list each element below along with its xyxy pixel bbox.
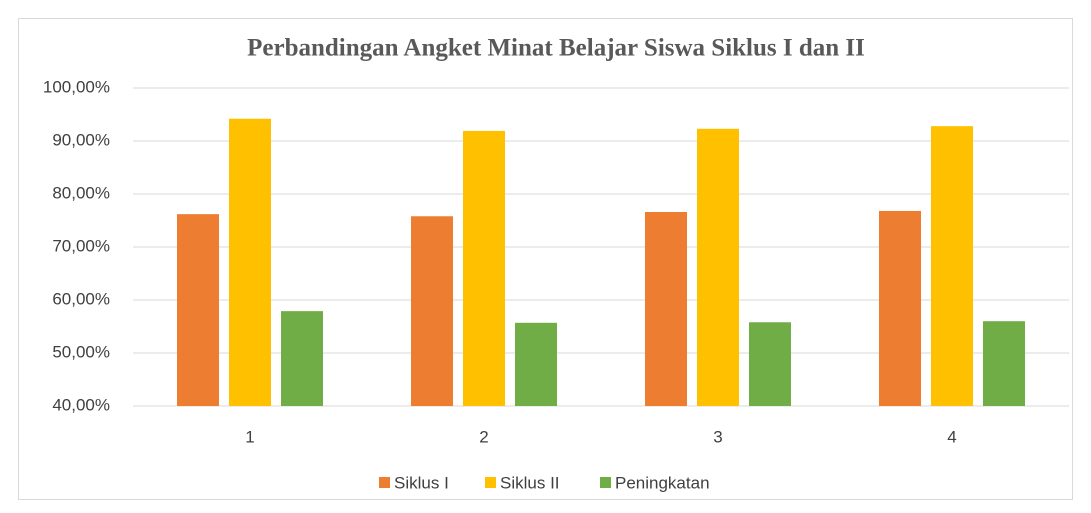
bar (281, 311, 323, 406)
legend-label: Siklus II (500, 473, 560, 492)
legend-swatch (600, 477, 611, 488)
bar (463, 130, 505, 406)
bar (983, 321, 1025, 406)
y-tick-label: 50,00% (52, 342, 110, 361)
x-tick-label: 4 (947, 427, 956, 446)
x-tick-label: 1 (245, 427, 254, 446)
legend-swatch (485, 477, 496, 488)
chart-title: Perbandingan Angket Minat Belajar Siswa … (247, 35, 865, 62)
bar (515, 322, 557, 406)
bar (411, 216, 453, 406)
x-tick-label: 3 (713, 427, 722, 446)
y-tick-label: 80,00% (52, 183, 110, 202)
bar (229, 118, 271, 407)
legend-swatch (379, 477, 390, 488)
y-tick-label: 100,00% (43, 77, 110, 96)
y-tick-label: 90,00% (52, 130, 110, 149)
bar (645, 212, 687, 406)
y-tick-label: 70,00% (52, 236, 110, 255)
bar (697, 128, 739, 406)
y-tick-label: 40,00% (52, 395, 110, 414)
bar (879, 210, 921, 406)
legend-label: Peningkatan (615, 473, 710, 492)
bar (177, 214, 219, 406)
bar (749, 322, 791, 406)
y-tick-label: 60,00% (52, 289, 110, 308)
bar (931, 126, 973, 406)
x-tick-label: 2 (479, 427, 488, 446)
legend-label: Siklus I (394, 473, 449, 492)
